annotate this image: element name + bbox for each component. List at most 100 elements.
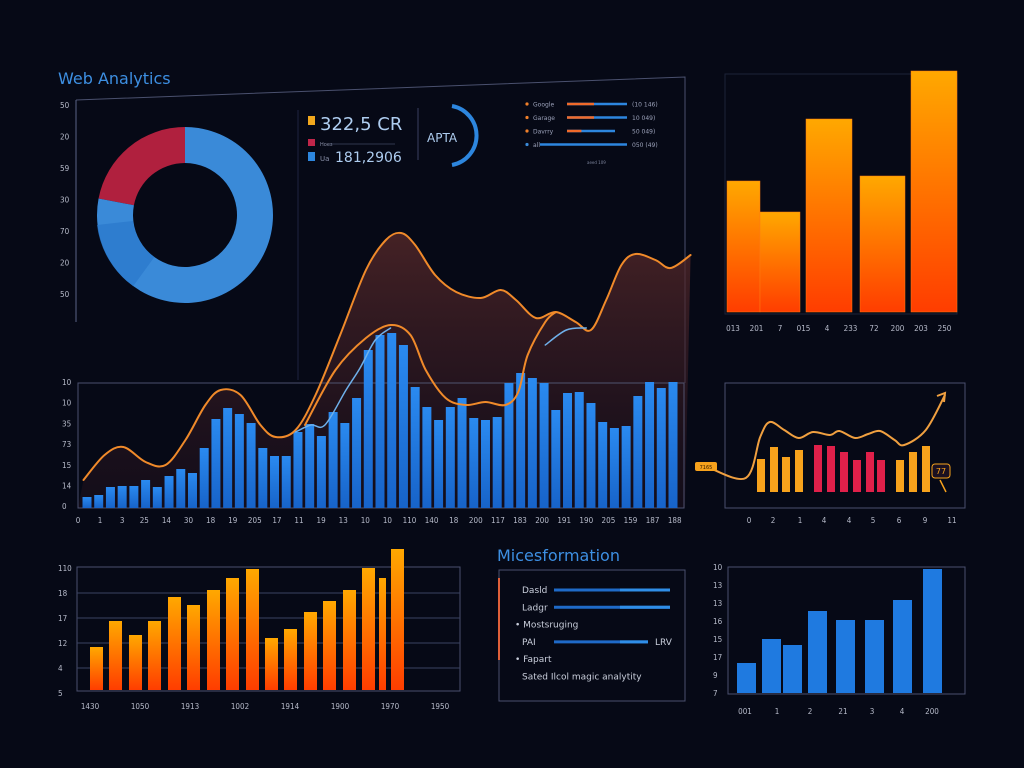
x-tick-label: 200 <box>469 516 483 525</box>
donut-shade <box>97 221 155 287</box>
bar <box>265 638 278 690</box>
kpi-tertiary-value: 181,2906 <box>335 150 402 166</box>
bar <box>808 611 827 693</box>
kpi-primary-value: 322,5 CR <box>320 114 402 135</box>
bar <box>375 335 385 508</box>
x-tick-label: 10 <box>383 516 393 525</box>
x-tick-label: 18 <box>449 516 459 525</box>
bar <box>422 407 432 508</box>
legend-value: 50 049) <box>632 129 655 136</box>
x-tick-label: 1970 <box>381 702 400 711</box>
x-tick-label: 72 <box>869 324 878 333</box>
kpi-block: 322,5 CR Hoes Ua 181,2906 APTA <box>308 104 479 167</box>
bar <box>457 398 467 508</box>
y-tick-label: 9 <box>713 671 718 680</box>
bar <box>516 373 526 508</box>
legend-label: Garage <box>533 115 555 122</box>
legend-label: Google <box>533 102 554 109</box>
bar <box>770 447 778 492</box>
bar <box>504 383 514 508</box>
trend-chart: 7165 77 0 2 1 4 4 5 6 9 11 <box>695 382 966 525</box>
x-tick-label: 250 <box>938 324 952 333</box>
y-tick-label: 73 <box>62 440 71 449</box>
bar <box>737 663 756 693</box>
info-row-label: • Mostsruging <box>515 621 578 631</box>
y-tick-label: 15 <box>713 635 722 644</box>
bar <box>896 460 904 492</box>
bar <box>82 497 92 508</box>
legend-label: all <box>533 142 540 149</box>
x-tick-label: 13 <box>339 516 348 525</box>
bar <box>211 419 221 508</box>
bar <box>168 597 181 690</box>
bar <box>199 448 209 508</box>
blue-series-line <box>544 327 588 346</box>
bar <box>293 432 303 508</box>
x-tick-label: 4 <box>847 516 852 525</box>
bar <box>323 601 336 690</box>
bar <box>633 396 643 508</box>
bar <box>305 424 315 508</box>
x-tick-label: 21 <box>838 707 847 716</box>
y-tick-label: 12 <box>58 639 67 648</box>
x-tick-label: 0 <box>747 516 752 525</box>
bar <box>836 620 855 693</box>
bar <box>234 414 244 508</box>
y-tick-label: 0 <box>62 502 67 511</box>
bar <box>148 621 161 690</box>
y-tick-label: 50 <box>60 290 70 299</box>
x-tick-label: 11 <box>947 516 956 525</box>
bar <box>164 476 174 508</box>
x-tick-label: 140 <box>425 516 439 525</box>
bar <box>207 590 220 690</box>
bar <box>563 393 573 508</box>
y-tick-label: 13 <box>713 581 722 590</box>
bar <box>270 456 280 508</box>
bar <box>469 418 479 508</box>
bar <box>866 452 874 492</box>
orange-series-line <box>82 231 692 481</box>
cursor-icon <box>939 479 947 493</box>
x-tick-label: 6 <box>897 516 902 525</box>
bar <box>527 378 537 508</box>
bar <box>551 410 561 508</box>
bar <box>859 175 906 313</box>
top-right-bar-chart: 013 201 7 015 4 233 72 200 203 250 <box>724 70 958 333</box>
bar <box>645 382 655 508</box>
x-tick-label: 191 <box>557 516 571 525</box>
x-tick-label: 203 <box>914 324 928 333</box>
bar <box>129 486 139 508</box>
y-tick-label: 35 <box>62 419 71 428</box>
bar <box>574 392 584 508</box>
kpi-primary-swatch <box>308 116 315 125</box>
info-row-label: Dasld <box>522 586 547 596</box>
bar <box>757 459 765 492</box>
y-tick-label: 13 <box>713 599 722 608</box>
info-panel-title: Micesformation <box>497 546 620 565</box>
kpi-secondary-label: Hoes <box>320 142 333 148</box>
x-tick-label: 4 <box>825 324 830 333</box>
y-tick-label: 14 <box>62 482 72 491</box>
y-tick-label: 70 <box>60 227 70 236</box>
y-tick-label: 15 <box>62 461 71 470</box>
x-tick-label: 1430 <box>81 702 100 711</box>
y-tick-label: 110 <box>58 564 72 573</box>
annotation-label: 7165 <box>700 465 713 471</box>
y-tick-label: 59 <box>60 164 70 173</box>
legend-list: Google (10 146) Garage 10 049) Davrry 50 049)… <box>525 102 658 149</box>
bar <box>762 639 781 693</box>
bar <box>391 549 404 690</box>
legend-value: 10 049) <box>632 115 655 122</box>
bar <box>598 422 608 508</box>
bar <box>609 428 619 508</box>
legend-bullet <box>525 142 529 147</box>
plot-frame <box>76 566 461 692</box>
kpi-tertiary-prefix: Ua <box>320 155 329 163</box>
annotation-badge <box>695 462 717 471</box>
x-tick-label: 4 <box>900 707 905 716</box>
bar <box>922 446 930 492</box>
x-tick-label: 9 <box>923 516 928 525</box>
y-tick-label: 16 <box>713 617 723 626</box>
x-tick-label: 30 <box>184 516 194 525</box>
